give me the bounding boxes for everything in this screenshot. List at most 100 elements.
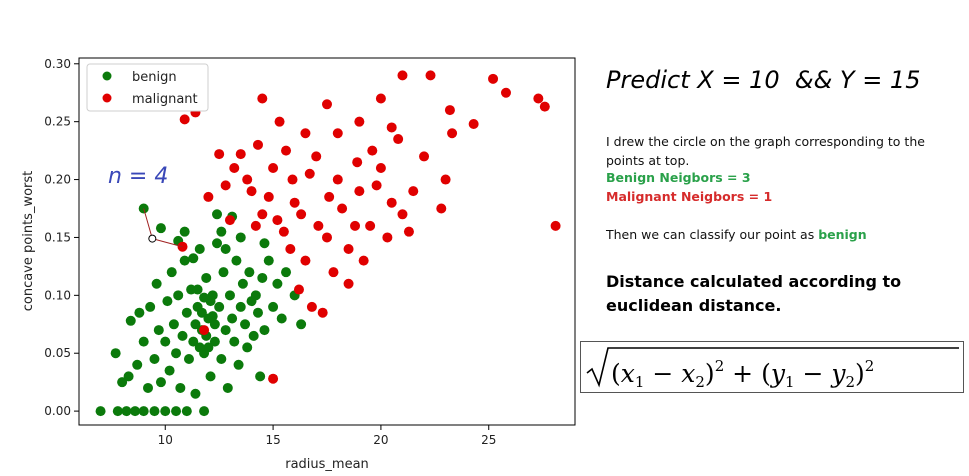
malignant-point <box>306 301 317 312</box>
benign-point <box>190 388 201 399</box>
x-tick-label: 15 <box>265 433 280 447</box>
y-tick-label: 0.25 <box>44 115 71 129</box>
benign-point <box>199 292 210 303</box>
benign-point <box>212 238 223 249</box>
benign-point <box>237 278 248 289</box>
malignant-point <box>313 220 324 231</box>
malignant-point <box>367 145 378 156</box>
benign-point <box>231 255 242 266</box>
malignant-point <box>272 215 283 226</box>
malignant-point <box>322 99 332 110</box>
malignant-point <box>408 186 419 197</box>
malignant-point <box>324 191 335 202</box>
benign-point <box>188 336 199 347</box>
malignant-point <box>322 232 332 243</box>
benign-point <box>281 267 292 278</box>
malignant-point <box>214 149 225 160</box>
benign-point <box>212 209 223 220</box>
malignant-point <box>224 215 235 226</box>
malignant-point <box>235 149 246 160</box>
benign-point <box>229 336 240 347</box>
malignant-point <box>550 220 561 231</box>
malignant-point <box>397 70 408 81</box>
malignant-point <box>533 93 544 104</box>
legend-label-benign: benign <box>132 70 177 85</box>
malignant-point <box>354 186 365 197</box>
malignant-point <box>199 325 210 336</box>
malignant-point <box>365 220 376 231</box>
benign-point <box>250 290 261 301</box>
benign-point <box>259 238 270 249</box>
benign-point <box>216 354 227 365</box>
benign-point <box>263 255 274 266</box>
malignant-point <box>393 134 404 145</box>
benign-point <box>188 253 199 264</box>
malignant-point <box>375 93 386 104</box>
neighbor-line <box>143 208 153 239</box>
benign-point <box>160 336 171 347</box>
benign-point <box>207 311 218 322</box>
malignant-point <box>440 174 451 185</box>
benign-point <box>134 307 145 318</box>
malignant-point <box>444 105 455 116</box>
y-axis-title: concave points_worst <box>21 171 36 312</box>
malignant-point <box>281 145 292 156</box>
benign-point <box>166 267 177 278</box>
benign-point <box>248 330 259 341</box>
benign-point <box>130 406 141 417</box>
benign-point <box>175 382 186 393</box>
benign-point <box>220 325 231 336</box>
benign-point <box>233 359 244 370</box>
malignant-point <box>317 307 328 318</box>
benign-point <box>268 301 279 312</box>
benign-point <box>235 232 246 243</box>
legend-box <box>86 63 209 112</box>
malignant-point <box>488 73 499 84</box>
benign-point <box>209 319 220 330</box>
malignant-point <box>425 70 436 81</box>
malignant-point <box>203 191 214 202</box>
malignant-point <box>252 139 263 150</box>
benign-point <box>190 319 201 330</box>
benign-point <box>171 406 182 417</box>
legend-label-malignant: malignant <box>132 92 198 107</box>
malignant-point <box>386 122 397 133</box>
benign-point <box>123 371 134 382</box>
predict-title: Predict X = 10 && Y = 15 <box>606 66 921 94</box>
benign-point <box>192 284 203 295</box>
benign-point <box>183 354 194 365</box>
benign-point <box>181 406 192 417</box>
malignant-point <box>358 255 369 266</box>
benign-point <box>173 290 184 301</box>
benign-point <box>216 226 227 237</box>
distance-note: Distance calculated according to euclide… <box>606 272 902 315</box>
malignant-point <box>263 191 274 202</box>
benign-point <box>149 354 160 365</box>
legend-marker-malignant <box>102 93 112 103</box>
malignant-point <box>296 209 307 220</box>
benign-point <box>227 313 238 324</box>
y-tick-label: 0.30 <box>44 57 71 71</box>
benign-neighbors: Benign Neigbors = 3 <box>606 170 751 185</box>
benign-point <box>194 342 205 353</box>
malignant-point <box>278 226 289 237</box>
malignant-point <box>229 162 240 173</box>
benign-point <box>209 336 220 347</box>
legend: benign malignant <box>86 63 209 112</box>
malignant-point <box>419 151 430 162</box>
benign-point <box>177 330 188 341</box>
y-tick-label: 0.00 <box>44 404 71 418</box>
benign-point <box>132 359 143 370</box>
benign-point <box>149 406 160 417</box>
benign-point <box>257 272 268 283</box>
benign-point <box>112 406 123 417</box>
malignant-point <box>289 197 300 208</box>
n-annotation: n = 4 <box>108 164 168 189</box>
benign-point <box>205 371 216 382</box>
benign-point <box>179 255 190 266</box>
benign-point <box>168 319 179 330</box>
benign-point <box>138 336 149 347</box>
formula-body: (x1 − x2)2 + (y1 − y2)2 <box>611 357 874 391</box>
benign-point <box>235 301 246 312</box>
malignant-point <box>268 373 279 384</box>
